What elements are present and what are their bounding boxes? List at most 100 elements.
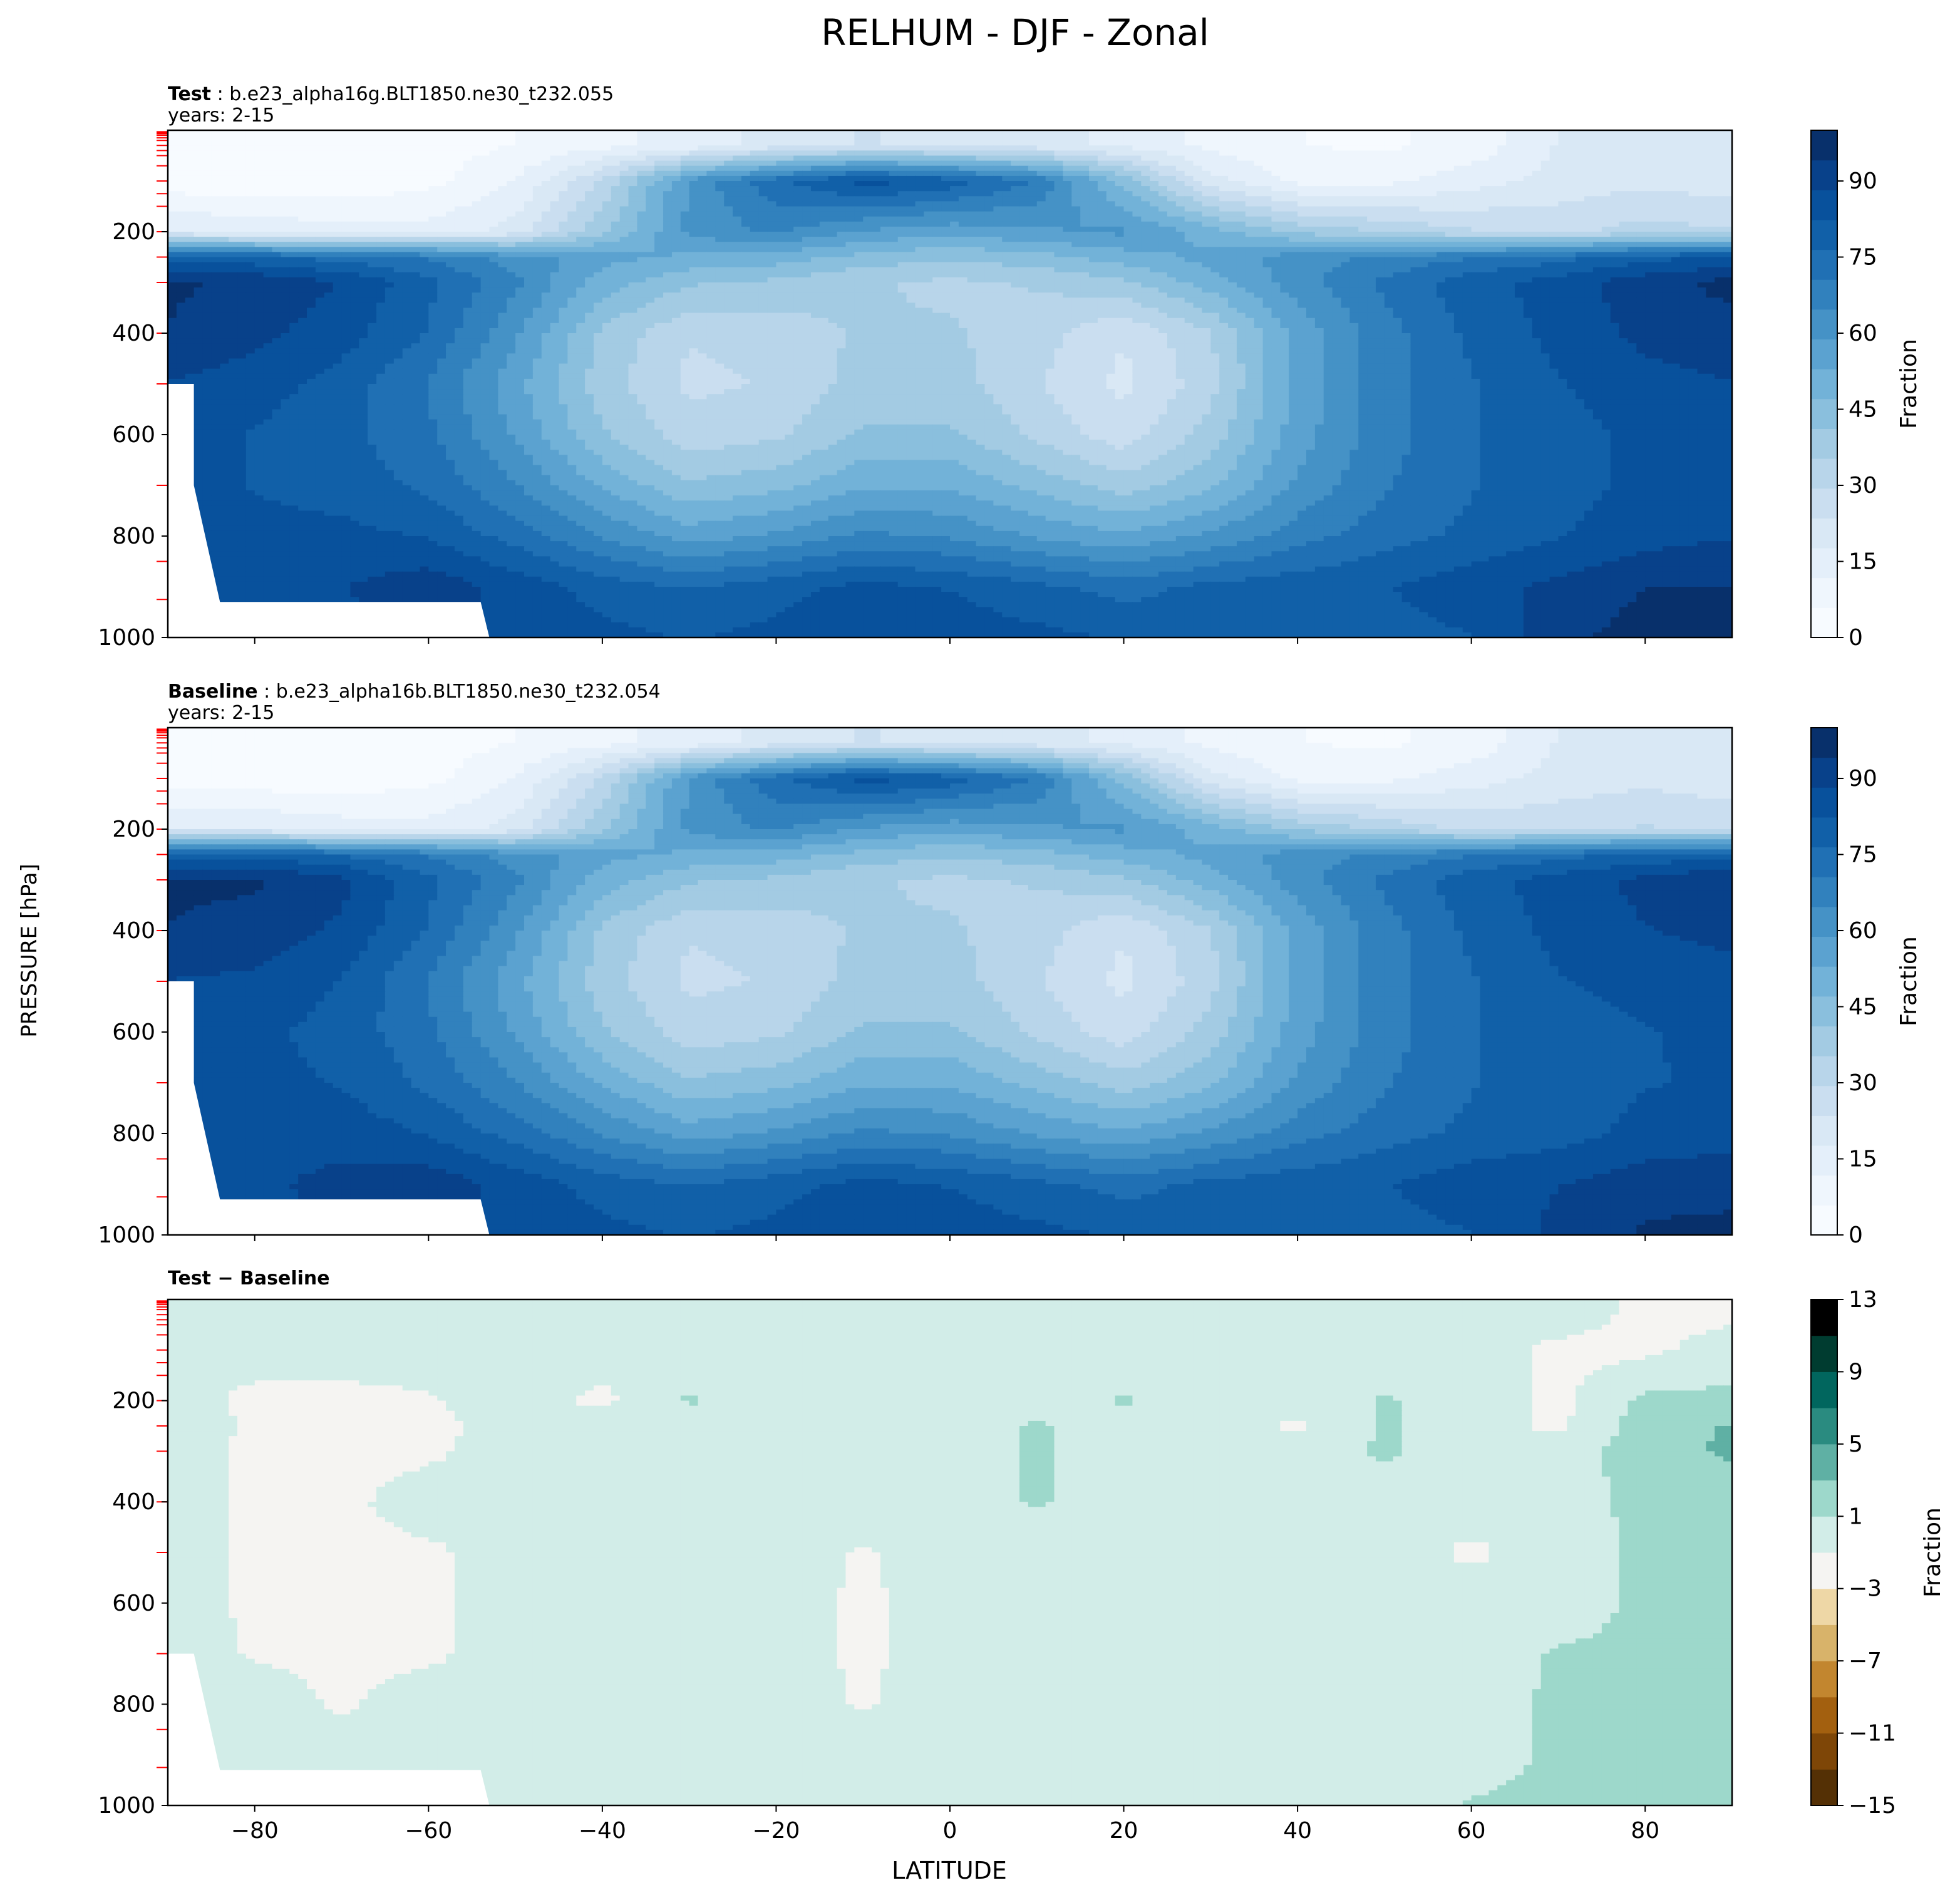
field-cell — [1280, 201, 1289, 207]
field-cell — [1592, 175, 1602, 182]
field-cell — [1532, 201, 1542, 207]
field-cell — [976, 262, 986, 268]
field-cell — [220, 206, 229, 212]
field-cell — [245, 232, 255, 237]
field-cell — [1097, 170, 1107, 177]
field-cell — [1436, 262, 1446, 268]
field-cell — [1723, 216, 1732, 222]
field-cell — [393, 150, 403, 157]
field-cell — [897, 237, 907, 242]
field-cell — [1210, 216, 1220, 222]
field-cell — [272, 257, 282, 263]
field-cell — [785, 181, 794, 187]
field-cell — [1532, 175, 1542, 182]
field-cell — [1584, 165, 1594, 172]
field-cell — [1332, 170, 1342, 177]
field-cell — [689, 145, 699, 151]
field-cell — [1254, 160, 1264, 167]
field-cell — [698, 237, 708, 242]
field-cell — [507, 191, 516, 197]
field-cell — [524, 232, 534, 237]
field-cell — [420, 175, 429, 182]
field-cell — [368, 155, 377, 162]
field-cell — [1089, 150, 1098, 157]
field-cell — [1036, 237, 1046, 242]
field-cell — [602, 206, 612, 212]
field-cell — [872, 181, 881, 187]
field-cell — [1358, 196, 1368, 202]
field-cell — [611, 226, 621, 232]
field-cell — [237, 165, 247, 172]
field-cell — [680, 226, 690, 232]
field-cell — [819, 257, 829, 263]
field-cell — [924, 170, 933, 177]
field-cell — [663, 150, 673, 157]
field-cell — [1080, 165, 1090, 172]
field-cell — [1619, 155, 1629, 162]
field-cell — [1341, 196, 1350, 202]
field-cell — [263, 242, 273, 247]
field-cell — [411, 150, 421, 157]
field-cell — [185, 242, 195, 247]
field-cell — [176, 175, 186, 182]
field-cell — [559, 130, 568, 136]
field-cell — [611, 150, 621, 157]
field-cell — [376, 252, 386, 258]
field-cell — [872, 206, 881, 212]
field-cell — [1662, 247, 1672, 252]
field-cell — [976, 191, 986, 197]
field-cell — [1645, 196, 1654, 202]
field-cell — [1367, 170, 1376, 177]
field-cell — [384, 232, 395, 237]
field-cell — [1071, 237, 1081, 242]
field-cell — [1697, 145, 1706, 151]
field-cell — [758, 226, 768, 232]
field-cell — [1558, 237, 1567, 242]
field-cell — [1341, 186, 1350, 192]
field-cell — [176, 226, 186, 232]
field-cell — [550, 196, 560, 202]
field-cell — [1289, 191, 1298, 197]
field-cell — [950, 216, 959, 222]
field-cell — [1384, 145, 1394, 151]
field-cell — [541, 186, 551, 192]
field-cell — [1540, 206, 1550, 212]
field-cell — [245, 252, 255, 258]
field-cell — [1540, 165, 1550, 172]
field-cell — [1236, 150, 1246, 157]
field-cell — [229, 226, 238, 232]
field-cell — [1228, 165, 1237, 172]
field-cell — [376, 150, 386, 157]
field-cell — [1688, 140, 1698, 146]
field-cell — [785, 130, 794, 136]
field-cell — [507, 165, 516, 172]
field-cell — [689, 226, 699, 232]
field-cell — [810, 160, 820, 167]
field-cell — [1175, 262, 1185, 268]
field-cell — [1358, 237, 1368, 242]
field-cell — [967, 267, 977, 273]
field-cell — [924, 237, 933, 242]
field-cell — [229, 201, 238, 207]
field-cell — [1671, 191, 1681, 197]
field-cell — [1480, 196, 1490, 202]
field-cell — [663, 252, 673, 258]
field-cell — [1567, 221, 1576, 227]
field-cell — [802, 226, 812, 232]
field-cell — [984, 165, 994, 172]
field-cell — [785, 145, 794, 151]
field-cell — [585, 165, 594, 172]
field-cell — [602, 242, 612, 247]
field-cell — [1306, 206, 1316, 212]
field-cell — [1175, 130, 1185, 136]
field-cell — [1671, 242, 1681, 247]
field-cell — [1089, 191, 1098, 197]
field-cell — [810, 145, 820, 151]
field-cell — [845, 201, 855, 207]
field-cell — [680, 211, 690, 217]
field-cell — [1123, 150, 1133, 157]
field-cell — [1636, 216, 1646, 222]
field-cell — [1671, 181, 1681, 187]
field-cell — [1627, 155, 1637, 162]
field-cell — [402, 201, 412, 207]
